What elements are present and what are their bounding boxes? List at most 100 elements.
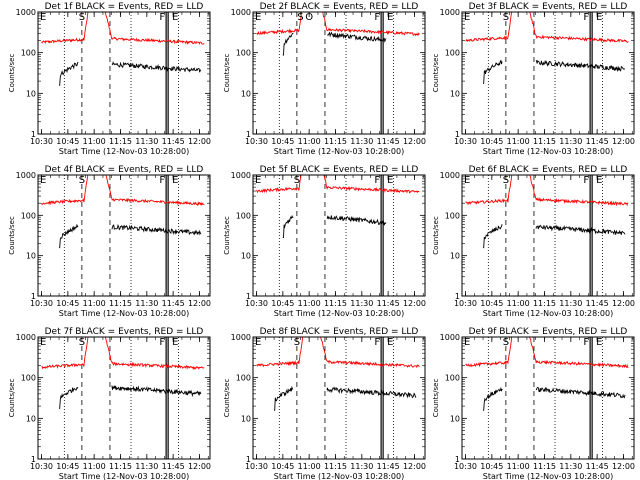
marker-label-o: O xyxy=(305,12,313,23)
events-series-line xyxy=(483,59,626,84)
y-tick-label: 1000 xyxy=(440,8,460,17)
x-tick-label: 11:45 xyxy=(377,137,400,146)
marker-label-s: S xyxy=(79,12,85,23)
marker-label-e: E xyxy=(255,12,261,23)
lld-series-line xyxy=(41,12,205,46)
x-tick-label: 10:45 xyxy=(271,137,294,146)
y-tick-label: 100 xyxy=(236,49,251,58)
events-series-line xyxy=(483,224,626,249)
x-axis-label: Start Time (12-Nov-03 10:28:00) xyxy=(483,147,613,156)
detector-panel-9: Det 9f BLACK = Events, RED = LLD Counts/s… xyxy=(432,327,635,480)
x-tick-label: 10:45 xyxy=(271,299,294,308)
y-tick-label: 1 xyxy=(31,130,36,139)
x-tick-label: 11:15 xyxy=(324,462,347,471)
marker-label-e: E xyxy=(596,175,602,186)
y-axis-label: Counts/sec xyxy=(8,216,16,255)
marker-label-e: E xyxy=(464,337,470,348)
x-tick-label: 11:00 xyxy=(298,462,321,471)
y-tick-label: 1 xyxy=(31,455,36,464)
marker-label-e: E xyxy=(387,12,393,23)
lld-series-line xyxy=(41,175,205,206)
x-tick-label: 11:45 xyxy=(586,299,609,308)
y-axis-label: Counts/sec xyxy=(223,216,231,255)
x-tick-label: 11:45 xyxy=(377,299,400,308)
marker-label-e: E xyxy=(40,12,46,23)
marker-label-s: S xyxy=(297,12,303,23)
x-tick-label: 11:45 xyxy=(162,137,185,146)
y-tick-label: 1000 xyxy=(16,171,36,180)
panel-title: Det 5f BLACK = Events, RED = LLD xyxy=(260,165,419,175)
marker-label-s: S xyxy=(503,12,509,23)
marker-label-s: S xyxy=(503,175,509,186)
marker-label-f: F xyxy=(374,175,380,186)
y-tick-label: 10 xyxy=(241,252,251,261)
x-tick-label: 12:00 xyxy=(612,137,635,146)
marker-label-e: E xyxy=(464,175,470,186)
x-tick-label: 12:00 xyxy=(403,137,426,146)
x-tick-label: 11:00 xyxy=(507,299,530,308)
x-tick-label: 11:15 xyxy=(324,299,347,308)
marker-label-f: F xyxy=(583,175,589,186)
x-tick-label: 11:15 xyxy=(109,462,132,471)
y-tick-label: 1 xyxy=(246,130,251,139)
marker-label-e: E xyxy=(255,337,261,348)
marker-label-e: E xyxy=(255,175,261,186)
y-axis-label: Counts/sec xyxy=(8,54,16,93)
marker-label-f: F xyxy=(583,12,589,23)
x-tick-label: 11:45 xyxy=(586,137,609,146)
events-series-line xyxy=(282,31,387,56)
x-tick-label: 10:30 xyxy=(454,137,477,146)
y-tick-label: 1000 xyxy=(231,171,251,180)
x-tick-label: 11:30 xyxy=(350,462,373,471)
marker-label-f: F xyxy=(583,337,589,348)
panel-title: Det 6f BLACK = Events, RED = LLD xyxy=(469,165,628,175)
events-series-line xyxy=(59,61,202,86)
x-tick-label: 11:45 xyxy=(162,462,185,471)
x-axis-label: Start Time (12-Nov-03 10:28:00) xyxy=(483,472,613,480)
lld-series-line xyxy=(256,337,420,369)
x-tick-label: 11:30 xyxy=(135,299,158,308)
x-tick-label: 10:45 xyxy=(271,462,294,471)
y-tick-label: 1000 xyxy=(231,8,251,17)
lld-series-line xyxy=(41,337,205,371)
x-tick-label: 10:30 xyxy=(245,137,268,146)
detector-panel-4: Det 4f BLACK = Events, RED = LLD Counts/s… xyxy=(8,165,211,318)
marker-label-f: F xyxy=(159,175,165,186)
lld-series-line xyxy=(465,12,629,43)
x-tick-label: 12:00 xyxy=(403,462,426,471)
x-tick-label: 10:30 xyxy=(30,137,53,146)
y-tick-label: 1 xyxy=(31,292,36,301)
x-tick-label: 12:00 xyxy=(188,137,211,146)
marker-label-s: S xyxy=(294,175,300,186)
y-tick-label: 1000 xyxy=(16,8,36,17)
marker-label-s: S xyxy=(294,337,300,348)
x-tick-label: 11:45 xyxy=(586,462,609,471)
x-tick-label: 11:30 xyxy=(350,299,373,308)
events-series-line xyxy=(483,386,626,411)
y-tick-label: 10 xyxy=(450,414,460,423)
x-tick-label: 11:30 xyxy=(350,137,373,146)
y-axis-label: Counts/sec xyxy=(223,54,231,93)
marker-label-s: S xyxy=(79,175,85,186)
x-tick-label: 11:00 xyxy=(83,299,106,308)
x-tick-label: 12:00 xyxy=(612,462,635,471)
plot-frame xyxy=(252,174,426,297)
detector-panel-7: Det 7f BLACK = Events, RED = LLD Counts/s… xyxy=(8,327,211,480)
x-axis-label: Start Time (12-Nov-03 10:28:00) xyxy=(59,472,189,480)
x-tick-label: 11:15 xyxy=(533,299,556,308)
y-tick-label: 10 xyxy=(241,414,251,423)
y-tick-label: 1 xyxy=(455,130,460,139)
y-tick-label: 10 xyxy=(26,252,36,261)
events-series-line xyxy=(59,385,202,409)
x-tick-label: 11:15 xyxy=(533,137,556,146)
y-tick-label: 100 xyxy=(445,374,460,383)
x-tick-label: 11:00 xyxy=(298,299,321,308)
marker-label-e: E xyxy=(172,175,178,186)
x-tick-label: 11:15 xyxy=(109,299,132,308)
x-tick-label: 11:00 xyxy=(83,137,106,146)
lld-series-line xyxy=(465,175,629,207)
y-tick-label: 100 xyxy=(445,49,460,58)
detector-panel-8: Det 8f BLACK = Events, RED = LLD Counts/s… xyxy=(223,327,426,480)
plot-frame xyxy=(37,11,211,135)
marker-label-e: E xyxy=(596,12,602,23)
